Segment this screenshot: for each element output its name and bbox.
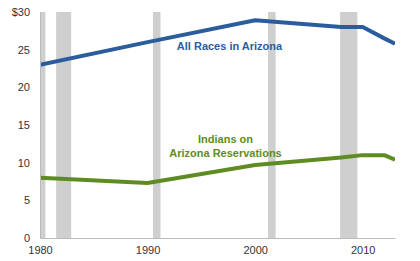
y-axis: 0 5 10 15 20 25 $30 — [12, 6, 41, 244]
y-axis-line — [40, 13, 41, 239]
shaded-band — [40, 12, 45, 238]
x-tick: 2010 — [351, 238, 375, 256]
shaded-band — [153, 12, 161, 238]
y-tick-label: 10 — [18, 157, 30, 169]
series-label: Indians on Arizona Reservations — [169, 133, 281, 159]
y-tick: 10 — [18, 157, 40, 169]
y-tick-label: 25 — [18, 44, 30, 56]
x-tick-label: 1990 — [136, 244, 160, 256]
series-label-line: Indians on — [198, 133, 253, 145]
y-tick-label: $30 — [12, 6, 30, 18]
series-label-line: Arizona Reservations — [169, 147, 281, 159]
chart-svg: 1980 1990 2000 2010 0 5 10 15 20 25 $30 All Races i… — [0, 0, 420, 261]
series-line — [40, 20, 395, 64]
x-tick: 1990 — [136, 238, 160, 256]
x-tick-label: 1980 — [28, 244, 52, 256]
x-axis: 1980 1990 2000 2010 — [28, 238, 395, 256]
series-line — [40, 155, 395, 183]
y-tick-label: 5 — [24, 194, 30, 206]
marks — [40, 12, 395, 238]
y-tick: 20 — [18, 81, 40, 93]
shaded-band — [340, 12, 357, 238]
y-tick-label: 15 — [18, 119, 30, 131]
x-tick: 1980 — [28, 238, 52, 256]
plot: 1980 1990 2000 2010 0 5 10 15 20 25 $30 All Races i… — [12, 6, 396, 256]
y-tick: 15 — [18, 119, 40, 131]
x-tick-label: 2000 — [243, 244, 267, 256]
x-axis-line — [41, 238, 396, 239]
series-label: All Races in Arizona — [177, 40, 283, 52]
y-tick-label: 0 — [24, 232, 30, 244]
y-tick: 5 — [24, 194, 40, 206]
x-tick-label: 2010 — [351, 244, 375, 256]
chart-container: 1980 1990 2000 2010 0 5 10 15 20 25 $30 All Races i… — [0, 0, 420, 261]
shaded-band — [56, 12, 71, 238]
x-tick: 2000 — [243, 238, 267, 256]
y-tick: 0 — [24, 232, 40, 244]
y-tick: $30 — [12, 6, 40, 18]
y-tick: 25 — [18, 44, 40, 56]
y-tick-label: 20 — [18, 81, 30, 93]
